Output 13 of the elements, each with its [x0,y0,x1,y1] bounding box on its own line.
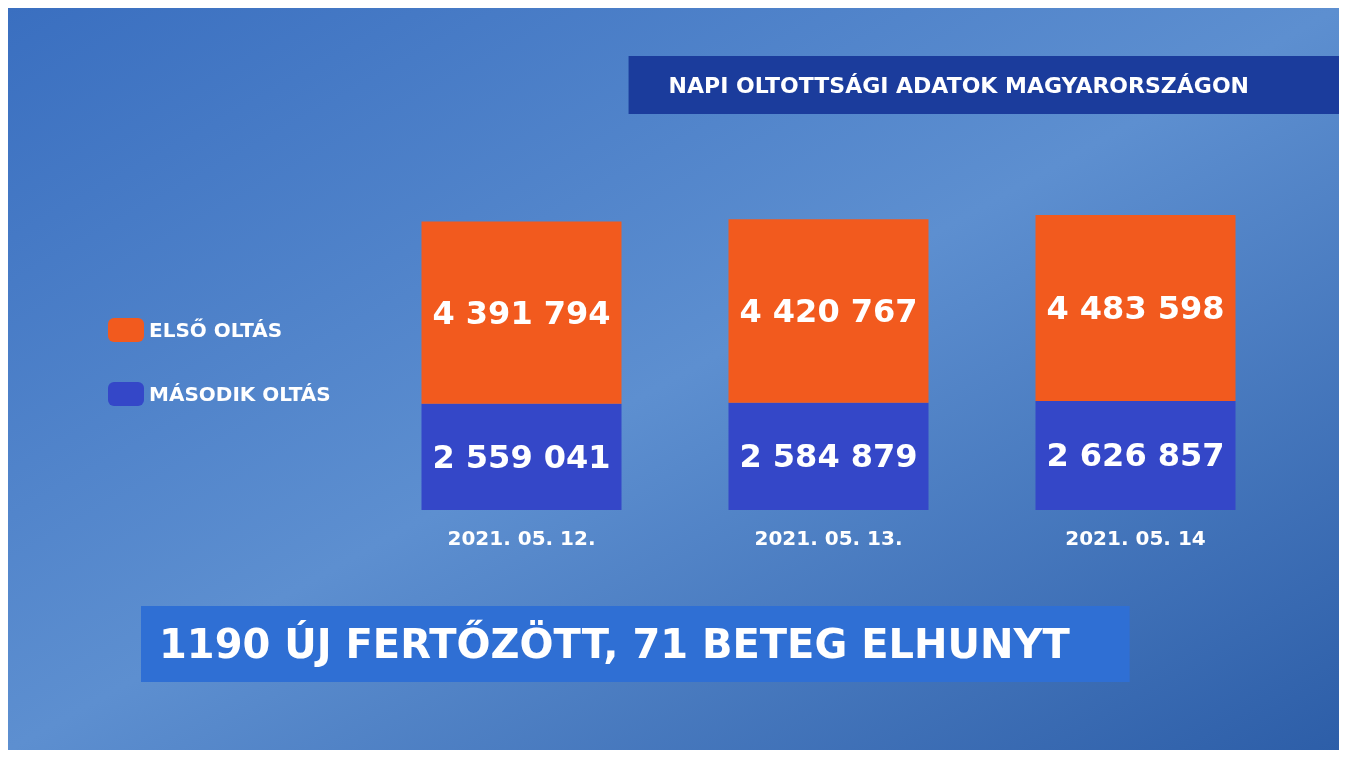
text: 1190 ÚJ FERTŐZÖTT, 71 BETEG ELHUNYT [159,619,1071,667]
data-label: 2 559 041 [432,437,611,476]
data-label: 4 420 767 [739,292,918,330]
chart-title: NAPI OLTOTTSÁGI ADATOK MAGYARORSZÁGON [668,72,1249,98]
x-tick-label: 2021. 05. 13. [754,526,903,550]
x-tick-label: 2021. 05. 12. [447,526,596,550]
legend-label: ELSŐ OLTÁS [149,318,283,342]
x-tick-label: 2021. 05. 14 [1065,526,1206,550]
legend-label: MÁSODIK OLTÁS [149,382,331,406]
data-label: 4 483 598 [1046,288,1225,327]
data-label: 2 584 879 [739,437,918,476]
data-label: 4 391 794 [432,293,611,332]
data-label: 2 626 857 [1046,436,1225,475]
